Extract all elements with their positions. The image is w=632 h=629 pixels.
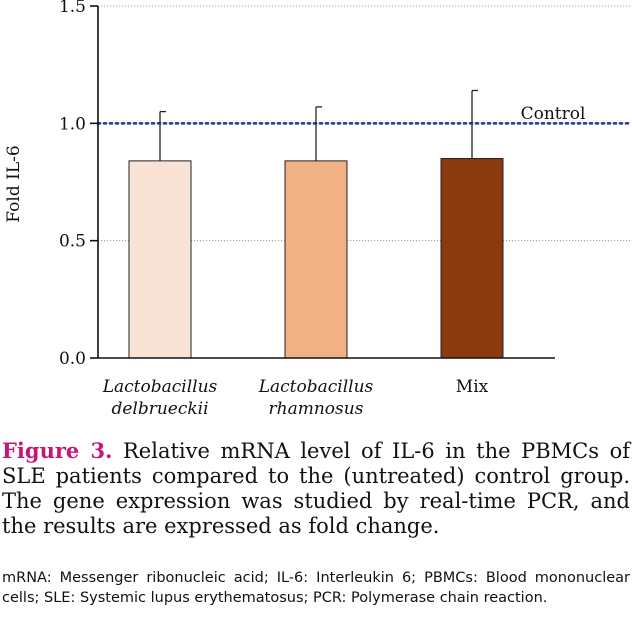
x-tick-label-0: Lactobacillus delbrueckii <box>102 377 218 419</box>
x-tick-label-1: Lactobacillus rhamnosus <box>258 377 374 419</box>
x-tick-label-2-line-0: Mix <box>456 377 489 397</box>
caption-text: Relative mRNA level of IL-6 in the PBMCs… <box>2 439 630 538</box>
x-tick-label-2: Mix <box>456 377 489 397</box>
y-tick-label-3: 1.5 <box>59 0 86 17</box>
y-tick-label-1: 0.5 <box>59 232 86 252</box>
bar-2 <box>440 158 504 359</box>
bars <box>128 89 504 359</box>
x-tick-label-0-line-1: delbrueckii <box>111 399 208 419</box>
control-label: Control <box>521 104 586 124</box>
bar-1 <box>284 160 348 359</box>
bar-0 <box>128 160 192 359</box>
y-tick-label-0: 0.0 <box>59 349 86 369</box>
x-tick-label-1-line-0: Lactobacillus <box>258 377 374 397</box>
figure-caption: Figure 3. Relative mRNA level of IL-6 in… <box>2 438 630 539</box>
figure-label: Figure 3. <box>2 438 113 463</box>
y-tick-label-2: 1.0 <box>59 114 86 134</box>
gridlines <box>98 5 632 242</box>
y-axis-label: Fold IL-6 <box>4 145 24 222</box>
x-tick-label-0-line-0: Lactobacillus <box>102 377 218 397</box>
x-tick-label-1-line-1: rhamnosus <box>269 399 364 419</box>
abbreviations-note: mRNA: Messenger ribonucleic acid; IL-6: … <box>2 570 630 606</box>
